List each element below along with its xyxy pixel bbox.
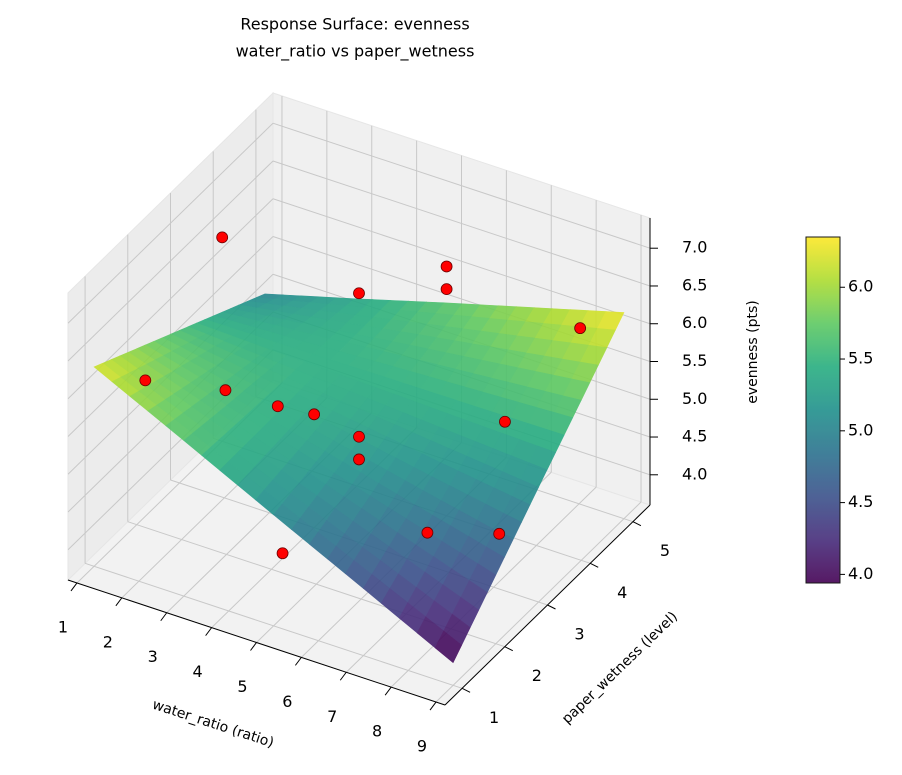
tick-mark xyxy=(429,701,437,711)
data-point xyxy=(574,322,587,335)
data-point xyxy=(353,287,365,300)
data-point xyxy=(421,526,434,539)
x-tick-label: 2 xyxy=(103,632,113,651)
tick-mark xyxy=(504,646,514,652)
grid-line xyxy=(272,198,651,325)
tick-mark xyxy=(115,597,123,607)
data-point xyxy=(440,283,453,296)
z-tick-label: 4.5 xyxy=(682,427,707,446)
x-tick-label: 4 xyxy=(193,662,203,681)
tick-mark xyxy=(70,582,78,592)
colorbar-tick-label: 6.0 xyxy=(848,277,873,296)
tick-mark xyxy=(632,521,642,527)
x-tick-label: 7 xyxy=(327,707,337,726)
y-tick-label: 5 xyxy=(660,541,670,560)
z-tick-label: 4.0 xyxy=(682,464,707,483)
colorbar-tick-label: 4.0 xyxy=(848,564,873,583)
z-tick-label: 6.0 xyxy=(682,313,707,332)
tick-mark xyxy=(589,562,599,568)
tick-mark xyxy=(160,612,168,622)
y-tick-label: 1 xyxy=(489,708,499,727)
colorbar xyxy=(805,236,841,584)
data-point xyxy=(493,527,506,540)
data-point xyxy=(353,453,365,466)
x-tick-label: 8 xyxy=(372,722,382,741)
z-tick-label: 5.0 xyxy=(682,389,707,408)
x-tick-label: 6 xyxy=(282,692,292,711)
data-point xyxy=(276,547,289,560)
tick-mark xyxy=(294,657,302,666)
tick-mark xyxy=(547,604,556,610)
x-tick-label: 1 xyxy=(58,617,68,636)
data-point xyxy=(440,260,453,273)
data-point xyxy=(219,384,232,397)
x-tick-label: 3 xyxy=(148,647,158,666)
surface-patch xyxy=(434,630,463,664)
tick-mark xyxy=(250,642,257,651)
data-point xyxy=(216,231,229,244)
colorbar-tick-label: 5.0 xyxy=(848,420,873,439)
data-point xyxy=(499,415,511,428)
data-point xyxy=(308,408,321,421)
grid-line xyxy=(272,160,651,287)
tick-mark xyxy=(384,686,392,696)
z-tick-label: 5.5 xyxy=(682,351,707,370)
y-axis-line xyxy=(444,504,651,706)
data-point xyxy=(139,374,152,387)
colorbar-tick-label: 5.5 xyxy=(848,349,873,368)
x-tick-label: 9 xyxy=(417,737,427,756)
grid-line xyxy=(67,122,274,324)
x-axis-line xyxy=(67,579,446,706)
x-axis-label: water_ratio (ratio) xyxy=(150,697,276,751)
data-point xyxy=(353,430,365,443)
z-axis-label: evenness (pts) xyxy=(745,300,761,404)
grid-line xyxy=(67,160,274,362)
y-tick-label: 2 xyxy=(532,666,542,685)
x-tick-label: 5 xyxy=(237,677,247,696)
z-tick-label: 7.0 xyxy=(682,238,707,257)
tick-mark xyxy=(339,671,347,681)
y-tick-label: 3 xyxy=(574,625,584,644)
tick-mark xyxy=(461,687,471,693)
z-tick-label: 6.5 xyxy=(682,275,707,294)
data-point xyxy=(271,400,284,413)
y-tick-label: 4 xyxy=(617,583,627,602)
colorbar-tick-label: 4.5 xyxy=(848,492,873,511)
surface xyxy=(93,293,625,664)
grid-line xyxy=(84,562,463,689)
tick-mark xyxy=(205,627,213,636)
chart-title: Response Surface: evenness xyxy=(240,15,469,34)
grid-line xyxy=(272,122,651,249)
chart-title: water_ratio vs paper_wetness xyxy=(236,42,475,62)
